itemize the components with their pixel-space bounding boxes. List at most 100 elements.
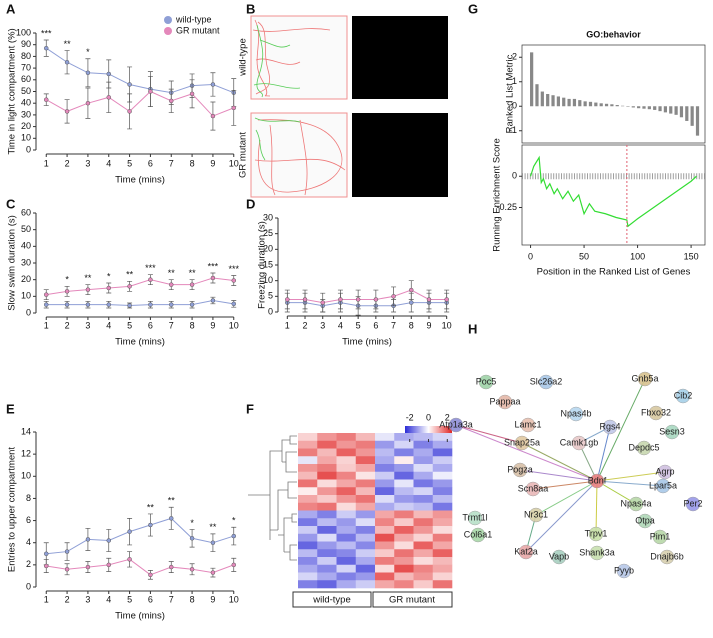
heat-cell	[432, 541, 453, 550]
heat-cell	[413, 456, 434, 465]
series-line	[46, 90, 234, 117]
point	[85, 287, 91, 292]
network-node	[685, 496, 701, 512]
point	[189, 302, 195, 307]
heat-cell	[375, 471, 395, 480]
bar	[535, 84, 539, 107]
heat-cell	[336, 448, 357, 457]
series-line	[46, 517, 234, 555]
point	[127, 109, 132, 114]
heat-cell	[317, 572, 337, 581]
point	[64, 567, 70, 572]
heat-cell	[432, 580, 453, 589]
network-node	[514, 435, 530, 451]
y-axis-label: Time in light compartment (%)	[7, 28, 18, 154]
heat-cell	[336, 518, 357, 527]
heat-cell	[413, 557, 434, 566]
heat-cell	[298, 541, 318, 550]
point	[231, 278, 236, 283]
series-line	[46, 299, 234, 307]
node-label: Otpa	[635, 515, 655, 525]
heat-cell	[432, 448, 453, 457]
heat-cell	[298, 526, 318, 535]
network-edge	[455, 424, 598, 482]
point	[231, 533, 236, 539]
node-label: Camk1gb	[560, 437, 599, 447]
network-edge	[596, 480, 637, 505]
network-node	[448, 417, 464, 433]
heat-cell	[413, 549, 434, 558]
network-node	[497, 394, 513, 410]
heat-cell	[394, 495, 414, 504]
heat-cell	[375, 518, 395, 527]
heat-cell	[394, 572, 414, 581]
heat-cell	[394, 487, 414, 496]
node-label: Trpv1	[585, 528, 608, 538]
point	[64, 289, 70, 294]
network-node	[675, 388, 691, 404]
heat-cell	[375, 487, 395, 496]
heat-cell	[298, 518, 318, 527]
significance: **	[64, 39, 72, 49]
heat-cell	[317, 487, 337, 496]
heat-cell	[432, 479, 453, 488]
y-tick-label: 30	[21, 257, 31, 267]
heat-cell	[375, 549, 395, 558]
series-line	[46, 277, 234, 296]
heat-cell	[432, 518, 453, 527]
bar	[604, 103, 609, 107]
heat-cell	[336, 549, 357, 558]
x-tick-label: 8	[409, 320, 414, 330]
point	[127, 82, 132, 87]
heat-cell	[336, 502, 357, 511]
significance: **	[126, 270, 134, 280]
track	[253, 24, 301, 98]
panel-label: C	[6, 196, 16, 211]
group-box	[372, 591, 453, 608]
x-tick-label: 50	[579, 251, 589, 261]
heat-cell	[375, 564, 395, 573]
significance: **	[168, 496, 176, 506]
node-label: Atp1a3a	[439, 419, 473, 429]
point	[106, 285, 111, 291]
point	[444, 297, 449, 302]
node-label: Pyyb	[614, 565, 634, 575]
network-node	[538, 374, 554, 390]
heat-cell	[336, 487, 357, 496]
network-node	[616, 563, 632, 579]
heat-cell	[413, 564, 434, 573]
x-tick-label: 2	[65, 594, 70, 604]
network-node	[588, 526, 604, 542]
y-tick-label: 2	[26, 559, 31, 569]
heat-cell	[394, 580, 414, 589]
x-tick-label: 2	[65, 320, 70, 330]
heat-cell	[355, 456, 376, 465]
heat-cell	[336, 433, 357, 442]
bar	[562, 97, 566, 107]
y-tick-label: 25	[263, 228, 273, 238]
heat-cell	[317, 464, 337, 473]
x-tick-label: 9	[426, 320, 431, 330]
heat-cell	[317, 541, 337, 550]
point	[44, 292, 49, 297]
point	[189, 282, 195, 287]
heat-cell	[394, 448, 414, 457]
heat-cell	[375, 479, 395, 488]
heat-cell	[413, 495, 434, 504]
network-edge	[535, 480, 598, 516]
point	[231, 301, 236, 307]
heat-cell	[375, 541, 395, 550]
group-label: GR mutant	[389, 595, 435, 606]
y-tick-label: 6	[26, 515, 31, 525]
heat-cell	[432, 495, 453, 504]
point	[106, 71, 111, 77]
significance: ***	[145, 263, 156, 273]
heat-cell	[317, 448, 337, 457]
point	[85, 100, 91, 106]
plot-frame	[521, 44, 706, 144]
heat-cell	[355, 440, 376, 449]
significance: **	[189, 268, 197, 278]
heat-cell	[432, 533, 453, 542]
heat-cell	[336, 572, 357, 581]
heat-cell	[394, 502, 414, 511]
